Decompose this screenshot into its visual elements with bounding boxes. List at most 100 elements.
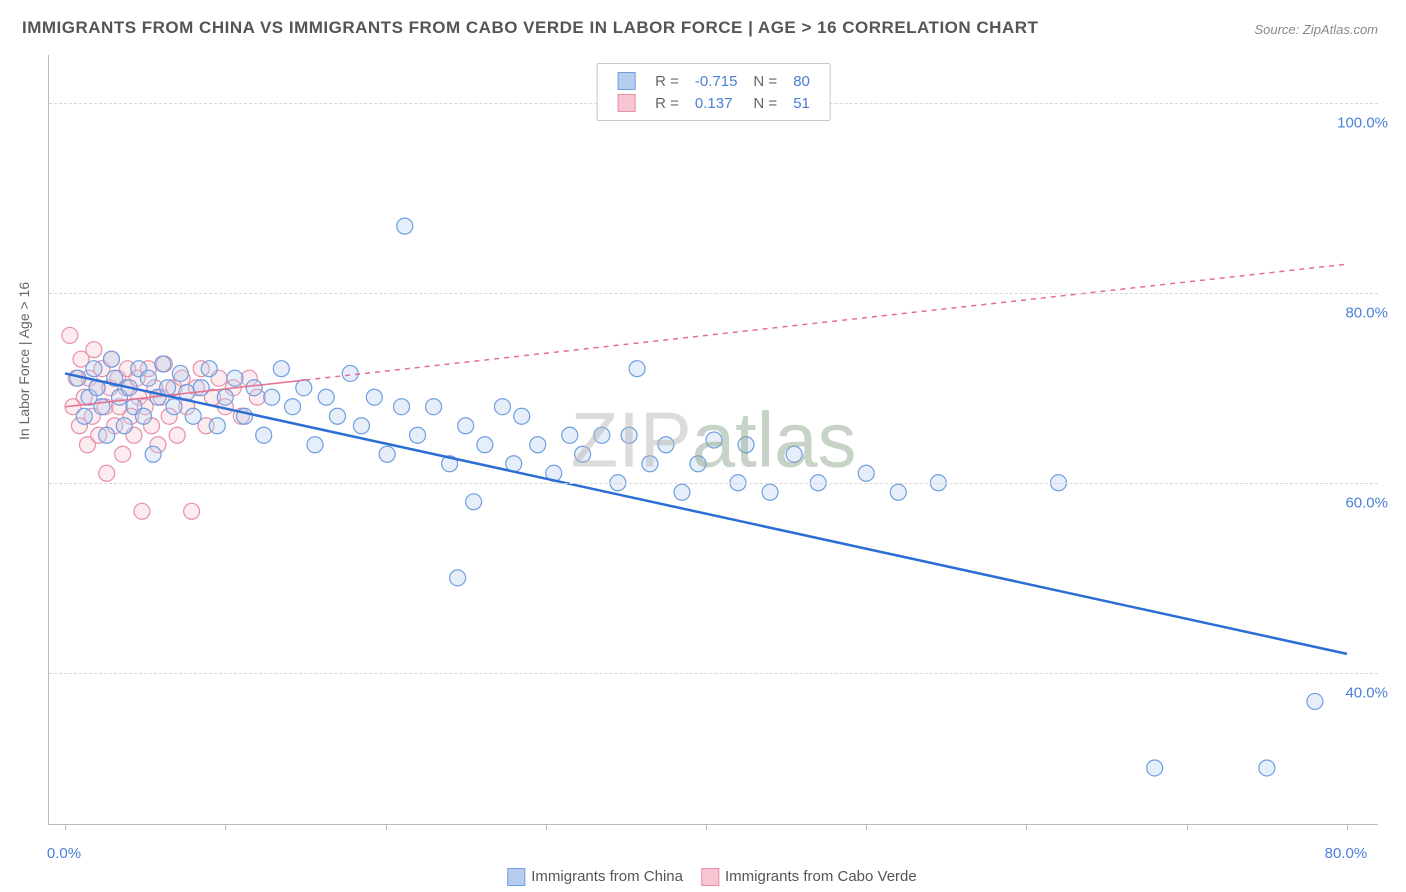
china-point	[227, 370, 243, 386]
x-tick-label: 80.0%	[1325, 845, 1368, 862]
x-tick	[1026, 824, 1027, 830]
china-point	[410, 427, 426, 443]
source-attribution: Source: ZipAtlas.com	[1254, 22, 1378, 37]
china-point	[296, 380, 312, 396]
china-point	[629, 361, 645, 377]
china-point	[201, 361, 217, 377]
legend-n-label: N =	[745, 70, 785, 92]
correlation-legend: R =-0.715N =80R = 0.137N =51	[596, 63, 831, 121]
china-point	[155, 356, 171, 372]
china-point	[342, 365, 358, 381]
china-point	[217, 389, 233, 405]
china-point	[426, 399, 442, 415]
china-point	[786, 446, 802, 462]
china-point	[379, 446, 395, 462]
china-point	[858, 465, 874, 481]
china-point	[1147, 760, 1163, 776]
china-point	[353, 418, 369, 434]
china-point	[273, 361, 289, 377]
y-tick-label: 40.0%	[1345, 684, 1388, 701]
plot-area: R =-0.715N =80R = 0.137N =51 ZIPatlas	[48, 55, 1378, 825]
x-tick	[386, 824, 387, 830]
cabo-trendline-dash	[305, 264, 1347, 380]
x-tick	[866, 824, 867, 830]
china-point	[160, 380, 176, 396]
china-point	[530, 437, 546, 453]
x-tick	[1347, 824, 1348, 830]
china-point	[145, 446, 161, 462]
china-point	[329, 408, 345, 424]
legend-r-value: 0.137	[687, 92, 746, 114]
series-legend: Immigrants from ChinaImmigrants from Cab…	[489, 868, 916, 886]
x-tick	[65, 824, 66, 830]
cabo-point	[134, 503, 150, 519]
china-point	[209, 418, 225, 434]
legend-swatch	[701, 868, 719, 886]
china-point	[594, 427, 610, 443]
china-point	[674, 484, 690, 500]
china-point	[185, 408, 201, 424]
china-point	[394, 399, 410, 415]
china-point	[99, 427, 115, 443]
legend-swatch	[617, 94, 635, 112]
gridline	[49, 293, 1378, 294]
cabo-point	[86, 342, 102, 358]
china-point	[477, 437, 493, 453]
legend-label: Immigrants from China	[531, 868, 683, 885]
legend-n-value: 80	[785, 70, 818, 92]
cabo-point	[115, 446, 131, 462]
x-tick	[1187, 824, 1188, 830]
china-point	[86, 361, 102, 377]
china-trendline	[65, 373, 1347, 653]
china-point	[136, 408, 152, 424]
china-point	[116, 418, 132, 434]
china-point	[762, 484, 778, 500]
china-point	[166, 399, 182, 415]
china-point	[690, 456, 706, 472]
china-point	[1307, 693, 1323, 709]
y-tick-label: 60.0%	[1345, 494, 1388, 511]
gridline	[49, 483, 1378, 484]
x-tick-label: 0.0%	[47, 845, 81, 862]
china-point	[642, 456, 658, 472]
china-point	[621, 427, 637, 443]
china-point	[514, 408, 530, 424]
y-tick-label: 80.0%	[1345, 304, 1388, 321]
china-point	[246, 380, 262, 396]
y-tick-label: 100.0%	[1337, 114, 1388, 131]
chart-svg	[49, 55, 1378, 824]
legend-r-label: R =	[647, 70, 687, 92]
china-point	[264, 389, 280, 405]
china-point	[76, 408, 92, 424]
china-point	[575, 446, 591, 462]
cabo-point	[62, 327, 78, 343]
china-point	[94, 399, 110, 415]
legend-r-label: R =	[647, 92, 687, 114]
x-tick	[706, 824, 707, 830]
china-point	[458, 418, 474, 434]
china-point	[890, 484, 906, 500]
x-tick	[225, 824, 226, 830]
china-point	[172, 365, 188, 381]
x-tick	[546, 824, 547, 830]
china-point	[193, 380, 209, 396]
china-point	[466, 494, 482, 510]
china-point	[494, 399, 510, 415]
china-point	[285, 399, 301, 415]
cabo-point	[99, 465, 115, 481]
china-point	[706, 432, 722, 448]
legend-swatch	[507, 868, 525, 886]
legend-r-value: -0.715	[687, 70, 746, 92]
china-point	[1259, 760, 1275, 776]
cabo-point	[184, 503, 200, 519]
china-point	[450, 570, 466, 586]
china-point	[140, 370, 156, 386]
legend-n-label: N =	[745, 92, 785, 114]
china-point	[397, 218, 413, 234]
china-point	[562, 427, 578, 443]
china-point	[658, 437, 674, 453]
chart-title: IMMIGRANTS FROM CHINA VS IMMIGRANTS FROM…	[22, 18, 1038, 38]
china-point	[738, 437, 754, 453]
china-point	[256, 427, 272, 443]
cabo-point	[169, 427, 185, 443]
